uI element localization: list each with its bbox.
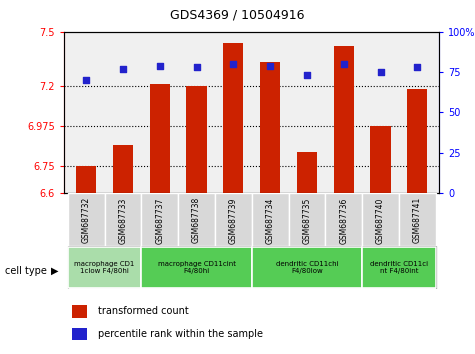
Bar xyxy=(142,193,178,246)
Text: macrophage CD11cint
F4/80hi: macrophage CD11cint F4/80hi xyxy=(158,261,236,274)
Text: macrophage CD1
1clow F4/80hi: macrophage CD1 1clow F4/80hi xyxy=(75,261,135,274)
Bar xyxy=(260,62,280,193)
Text: GSM687736: GSM687736 xyxy=(339,197,348,244)
Bar xyxy=(113,144,133,193)
Bar xyxy=(325,193,362,246)
Text: GSM687733: GSM687733 xyxy=(118,197,127,244)
Bar xyxy=(297,152,317,193)
Text: percentile rank within the sample: percentile rank within the sample xyxy=(98,329,263,339)
Bar xyxy=(407,89,428,193)
Point xyxy=(156,63,163,69)
Text: dendritic CD11chi
F4/80low: dendritic CD11chi F4/80low xyxy=(276,261,338,274)
Text: cell type: cell type xyxy=(5,266,47,276)
Bar xyxy=(362,247,436,288)
Text: GSM687735: GSM687735 xyxy=(303,197,312,244)
Bar xyxy=(104,193,142,246)
Point xyxy=(303,73,311,78)
Text: GSM687738: GSM687738 xyxy=(192,197,201,244)
Bar xyxy=(252,193,288,246)
Point xyxy=(82,78,90,83)
Bar xyxy=(362,193,399,246)
Point xyxy=(229,61,237,67)
Point xyxy=(119,66,127,72)
Text: GSM687732: GSM687732 xyxy=(82,197,91,244)
Bar xyxy=(215,193,252,246)
Text: transformed count: transformed count xyxy=(98,306,189,316)
Text: GSM687739: GSM687739 xyxy=(229,197,238,244)
Text: GSM687740: GSM687740 xyxy=(376,197,385,244)
Point xyxy=(193,64,200,70)
Bar xyxy=(76,166,96,193)
Bar xyxy=(252,247,362,288)
Bar xyxy=(68,193,104,246)
Point xyxy=(340,61,348,67)
Bar xyxy=(333,46,354,193)
Bar xyxy=(72,328,86,340)
Point xyxy=(414,64,421,70)
Bar xyxy=(370,126,390,193)
Bar xyxy=(68,247,142,288)
Text: GDS4369 / 10504916: GDS4369 / 10504916 xyxy=(170,9,305,22)
Point xyxy=(266,63,274,69)
Text: GSM687737: GSM687737 xyxy=(155,197,164,244)
Point xyxy=(377,69,384,75)
Text: ▶: ▶ xyxy=(51,266,58,276)
Bar xyxy=(223,42,244,193)
Bar xyxy=(72,305,86,318)
Bar xyxy=(288,193,325,246)
Text: GSM687741: GSM687741 xyxy=(413,197,422,244)
Bar xyxy=(187,86,207,193)
Bar xyxy=(150,84,170,193)
Bar xyxy=(142,247,252,288)
Bar xyxy=(399,193,436,246)
Text: GSM687734: GSM687734 xyxy=(266,197,275,244)
Bar xyxy=(178,193,215,246)
Text: dendritic CD11ci
nt F4/80int: dendritic CD11ci nt F4/80int xyxy=(370,261,428,274)
